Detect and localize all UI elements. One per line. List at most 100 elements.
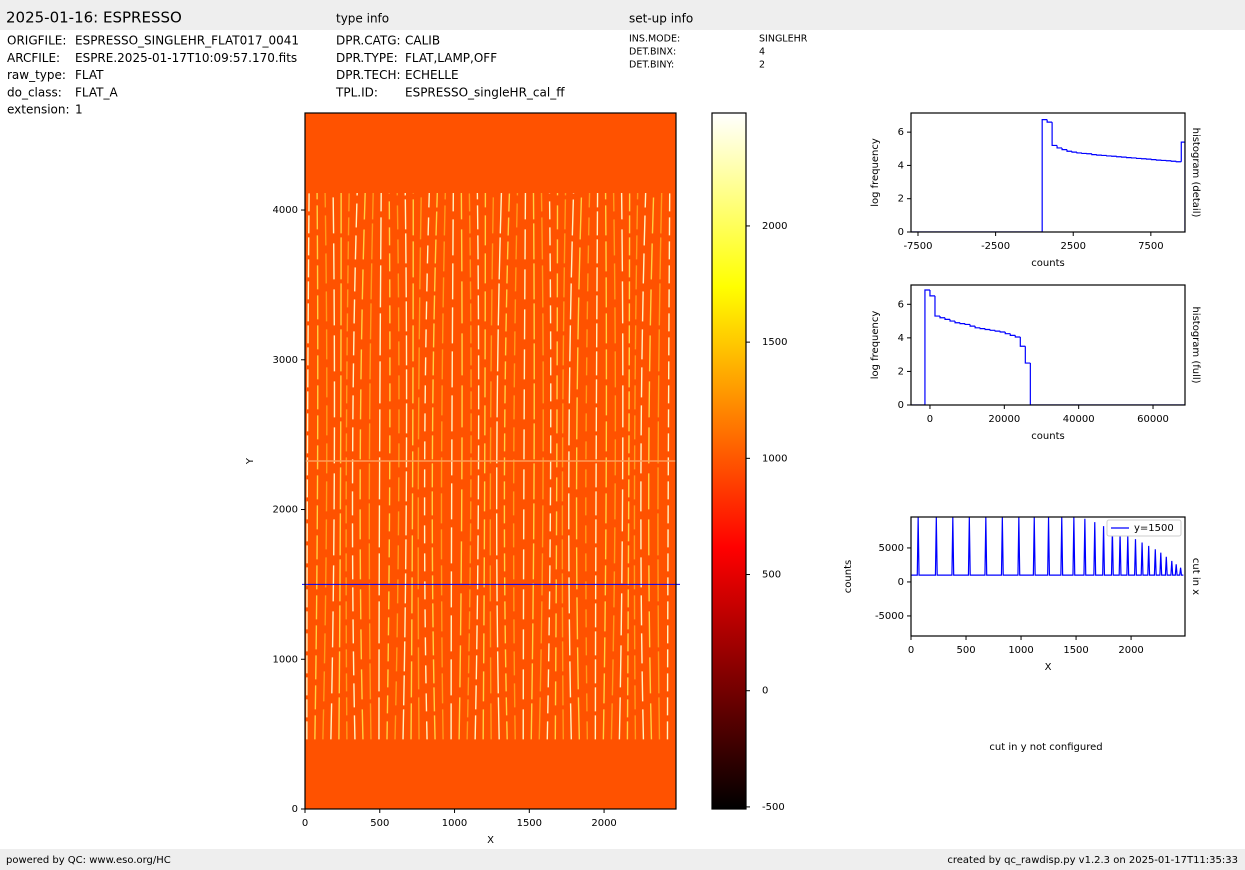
info-value: FLAT_A (75, 85, 118, 99)
axes-frame (711, 112, 747, 810)
echelle-order (666, 193, 671, 740)
histogram-step (1180, 141, 1185, 162)
x-tick-label: 7500 (1138, 241, 1163, 252)
echelle-order (417, 193, 422, 740)
colorbar-tick-label: 0 (762, 686, 768, 697)
axes-frame (910, 516, 1186, 637)
echelle-order (594, 193, 599, 740)
histogram-step (924, 289, 930, 405)
plot-area (305, 113, 676, 809)
info-value: SINGLEHR (759, 34, 808, 45)
axes-frame (910, 284, 1186, 406)
echelle-order (351, 193, 358, 740)
x-tick-label: 0 (302, 818, 308, 829)
info-key: TPL.ID: (335, 85, 378, 99)
histogram-step (1051, 122, 1058, 147)
plot-area (911, 119, 1185, 232)
x-axis-label: counts (1031, 431, 1064, 442)
echelle-order (512, 193, 519, 740)
x-tick-label: 500 (370, 818, 389, 829)
echelle-order (554, 193, 559, 740)
y-tick-label: 6 (898, 127, 904, 138)
echelle-order (378, 193, 382, 740)
echelle-order (561, 193, 567, 740)
echelle-order (489, 193, 495, 740)
y-tick-label: 2 (898, 366, 904, 377)
info-value: CALIB (405, 34, 440, 48)
footer-left: powered by QC: www.eso.org/HC (6, 855, 171, 866)
page-title: 2025-01-16: ESPRESSO (6, 9, 182, 27)
x-tick-label: -7500 (903, 241, 932, 252)
info-value: ESPRE.2025-01-17T10:09:57.170.fits (75, 51, 297, 65)
histogram-step (1061, 147, 1068, 151)
echelle-order (575, 193, 583, 740)
info-key: DPR.TYPE: (336, 51, 398, 65)
info-value: ESPRESSO_singleHR_cal_ff (405, 85, 565, 99)
type-info-title: type info (336, 12, 389, 26)
histogram-step (954, 321, 961, 324)
x-tick-label: 20000 (988, 414, 1020, 425)
echelle-order (618, 193, 624, 740)
info-value: 1 (75, 103, 83, 117)
info-value: FLAT,LAMP,OFF (405, 51, 497, 65)
info-value: FLAT (75, 68, 104, 82)
echelle-order (640, 193, 647, 740)
info-value: 4 (759, 47, 765, 58)
echelle-order (503, 193, 511, 740)
info-key: raw_type: (7, 68, 66, 82)
histogram-step (944, 317, 951, 321)
histogram-step (974, 326, 981, 329)
y-tick-label: 3000 (273, 355, 298, 366)
echelle-order (482, 193, 487, 740)
histogram-step (1019, 337, 1026, 347)
info-key: do_class: (7, 85, 62, 99)
echelle-order (647, 193, 655, 740)
y-tick-label: 6 (898, 299, 904, 310)
histogram-step (979, 327, 986, 330)
x-tick-label: 1000 (1008, 645, 1033, 656)
histogram-step (1014, 335, 1021, 338)
histogram-step (999, 331, 1006, 333)
y-axis-label: counts (843, 560, 854, 593)
y-tick-label: 4 (898, 160, 904, 171)
echelle-order (338, 193, 342, 740)
x-tick-label: 1500 (517, 818, 542, 829)
histogram-step (934, 295, 940, 317)
x-axis-label: counts (1031, 258, 1064, 269)
echelle-order (657, 193, 663, 740)
y-tick-label: 0 (898, 400, 904, 411)
histogram-step (1066, 149, 1072, 152)
histogram-step (929, 290, 935, 297)
plot-area (911, 289, 1185, 405)
echelle-order (410, 193, 414, 740)
colorbar-tick-label: 500 (762, 570, 781, 581)
y-tick-label: 1000 (273, 654, 298, 665)
x-tick-label: 2500 (1061, 241, 1086, 252)
info-key: DET.BINX: (629, 47, 676, 58)
x-tick-label: 60000 (1137, 414, 1169, 425)
echelle-order (314, 193, 319, 740)
axes-frame (910, 112, 1186, 233)
colorbar-gradient (712, 113, 746, 809)
histogram-step (959, 322, 966, 325)
echelle-order (402, 193, 408, 740)
info-key: ARCFILE: (7, 51, 60, 65)
histogram-step (994, 330, 1001, 332)
echelle-order (466, 193, 472, 740)
header-band (0, 0, 1245, 30)
histogram-step (939, 316, 946, 319)
echelle-order (306, 193, 310, 740)
histogram-step (1071, 151, 1077, 153)
note: cut in y not configured (989, 742, 1102, 753)
x-tick-label: 0 (908, 645, 914, 656)
echelle-order (626, 193, 631, 740)
setup-info-title: set-up info (629, 12, 693, 26)
colorbar-tick-label: -500 (762, 802, 785, 813)
x-tick-label: 2000 (591, 818, 616, 829)
echelle-order (345, 193, 350, 740)
echelle-order (440, 193, 447, 740)
echelle-order (530, 193, 535, 740)
panel-title: histogram (detail) (1190, 128, 1201, 218)
panel-title: cut in x (1190, 558, 1201, 595)
echelle-order (368, 193, 374, 740)
